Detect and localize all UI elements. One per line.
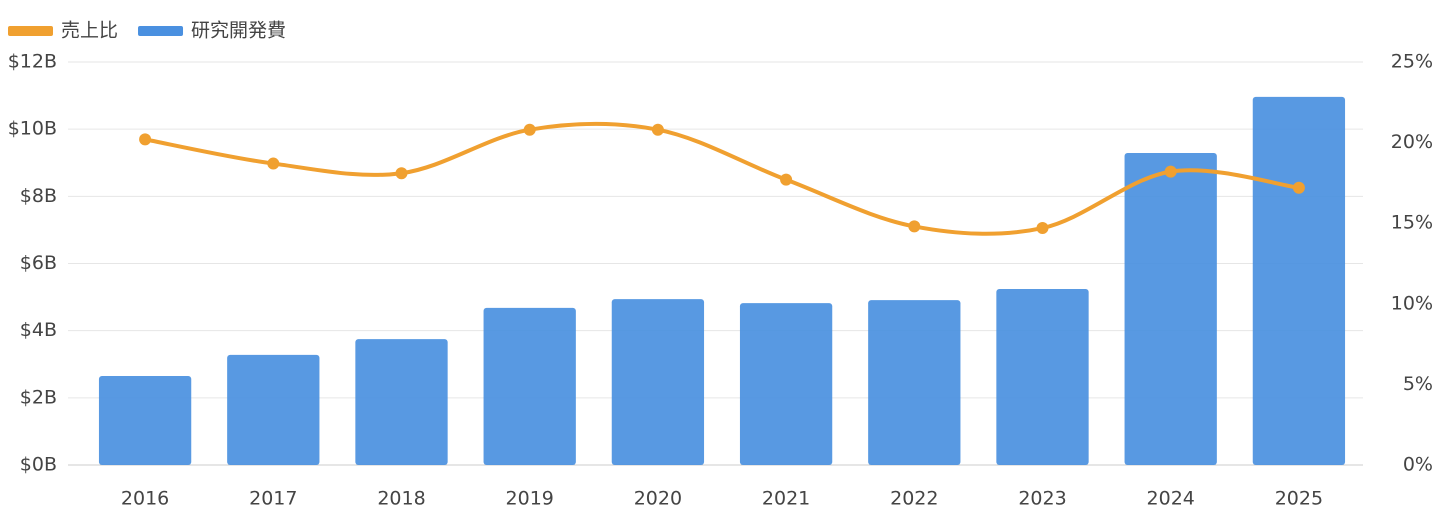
point bbox=[780, 173, 793, 186]
bar bbox=[868, 300, 961, 465]
point bbox=[523, 123, 536, 136]
point bbox=[1292, 181, 1305, 194]
legend-swatch bbox=[8, 26, 53, 36]
point bbox=[267, 157, 280, 170]
line bbox=[144, 121, 1300, 236]
bar bbox=[739, 303, 833, 465]
y2-tick-label: 0% bbox=[1403, 454, 1433, 476]
legend-label: 売上比 bbox=[61, 20, 118, 42]
legend-label: 研究開発費 bbox=[191, 20, 286, 42]
x-tick-label: 2022 bbox=[890, 488, 938, 510]
point bbox=[395, 167, 408, 180]
y-tick-label: $8B bbox=[20, 185, 57, 207]
y2-tick-label: 25% bbox=[1391, 51, 1433, 73]
x-tick-label: 2018 bbox=[377, 488, 425, 510]
bar bbox=[611, 299, 705, 465]
x-tick-label: 2021 bbox=[762, 488, 810, 510]
y-tick-label: $2B bbox=[20, 386, 57, 408]
bar bbox=[1124, 153, 1217, 465]
bar bbox=[98, 376, 192, 465]
y-tick-label: $12B bbox=[8, 51, 57, 73]
x-tick-label: 2023 bbox=[1018, 488, 1066, 510]
y-tick-label: $10B bbox=[8, 118, 57, 140]
point bbox=[651, 123, 664, 136]
bar bbox=[996, 289, 1089, 465]
x-tick-label: 2019 bbox=[506, 488, 554, 510]
bar bbox=[355, 339, 448, 465]
point bbox=[908, 220, 921, 233]
x-tick-label: 2016 bbox=[121, 488, 169, 510]
y-tick-label: $4B bbox=[20, 319, 57, 341]
point bbox=[1036, 222, 1049, 235]
y2-tick-label: 15% bbox=[1391, 212, 1433, 234]
y-tick-label: $6B bbox=[20, 252, 57, 274]
y-tick-label: $0B bbox=[20, 454, 57, 476]
x-tick-label: 2020 bbox=[634, 488, 682, 510]
bar bbox=[1252, 96, 1346, 465]
x-tick-label: 2024 bbox=[1147, 488, 1195, 510]
x-tick-label: 2017 bbox=[249, 488, 297, 510]
point bbox=[139, 133, 152, 146]
y2-tick-label: 20% bbox=[1391, 131, 1433, 153]
bar bbox=[227, 354, 320, 465]
legend-swatch bbox=[138, 26, 184, 36]
y2-tick-label: 5% bbox=[1403, 373, 1433, 395]
y2-tick-label: 10% bbox=[1391, 292, 1433, 314]
point bbox=[1164, 165, 1177, 178]
bar bbox=[483, 307, 576, 465]
x-tick-label: 2025 bbox=[1275, 488, 1323, 510]
